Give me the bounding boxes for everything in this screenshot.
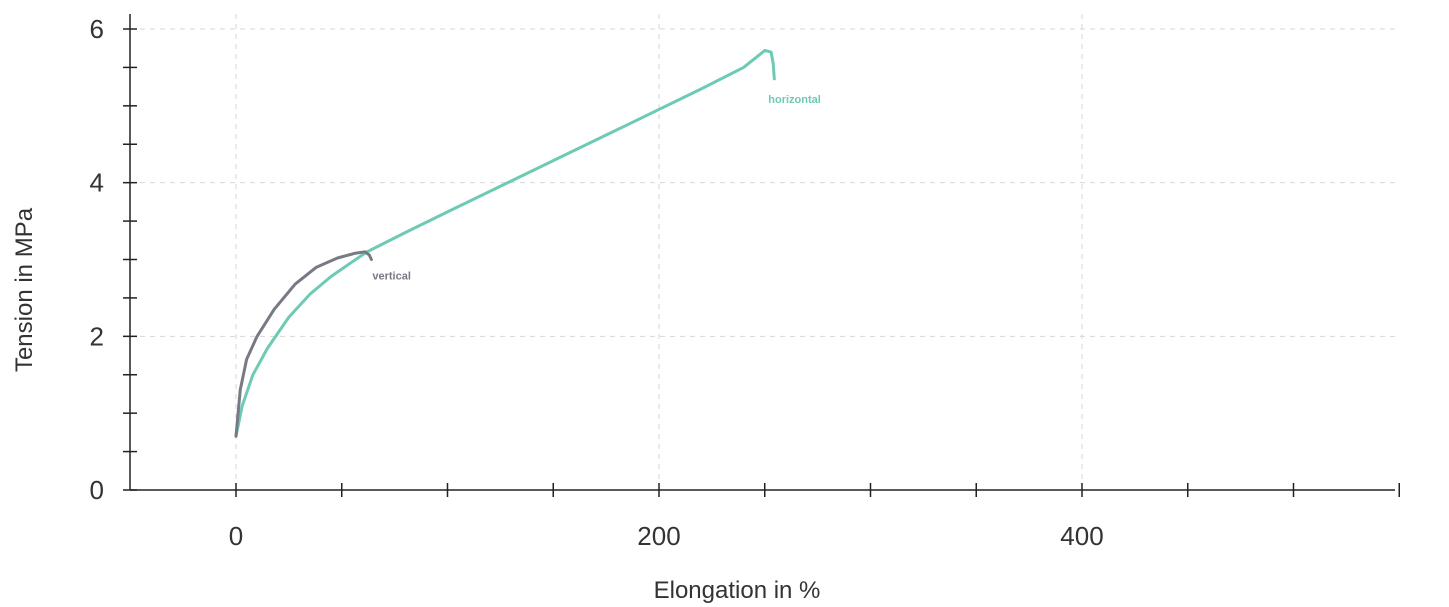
labels: 0 2 4 6 0 200 400 horizontal vertical [90, 14, 1104, 551]
y-tick-label: 2 [90, 321, 104, 351]
series-line-vertical [234, 250, 373, 438]
series-line-horizontal [234, 49, 776, 438]
y-tick-label: 6 [90, 14, 104, 44]
x-axis-label: Elongation in % [654, 577, 821, 604]
x-tick-label: 0 [229, 521, 243, 551]
y-tick-label: 4 [90, 168, 104, 198]
x-tick-label: 400 [1060, 521, 1103, 551]
grid [130, 14, 1395, 490]
y-tick-label: 0 [90, 475, 104, 505]
axes [123, 14, 1400, 497]
x-tick-label: 200 [637, 521, 680, 551]
series [234, 49, 776, 438]
series-label-horizontal: horizontal [768, 94, 821, 106]
series-label-vertical: vertical [372, 271, 411, 283]
y-axis-label: Tension in MPa [11, 207, 38, 372]
